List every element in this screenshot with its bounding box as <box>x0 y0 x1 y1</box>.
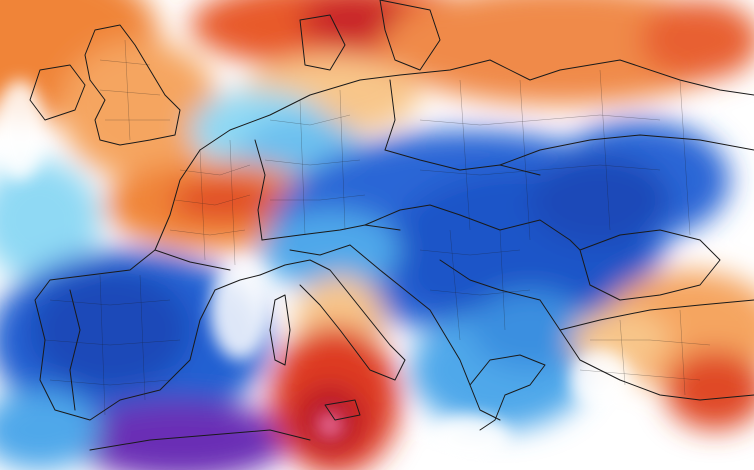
coastline-sicily <box>324 399 361 421</box>
coastline-great-britain <box>84 24 181 146</box>
border-germany-poland <box>384 79 396 151</box>
border-italy-north <box>289 244 351 256</box>
country-borders <box>29 0 754 451</box>
region-lines-germany <box>264 89 366 236</box>
border-ukraine <box>499 134 754 166</box>
region-lines-iberia <box>44 274 181 416</box>
border-romania <box>459 214 581 251</box>
border-spain-portugal <box>69 289 81 411</box>
coastline-ireland <box>29 64 86 121</box>
border-austria-hungary <box>364 204 461 226</box>
coastline-corsica-sardinia <box>269 294 291 366</box>
pink-core-sicily <box>316 411 344 439</box>
very-cold-north-africa <box>70 400 290 470</box>
cool-anomaly-alps <box>260 210 400 290</box>
coastline-sweden <box>379 0 441 71</box>
cool-anomaly-bay-of-biscay <box>0 160 100 280</box>
warm-anomaly-uk <box>60 40 220 180</box>
neutral-zone-balearic <box>210 260 270 360</box>
neutral-zone-anatolia <box>570 350 630 410</box>
border-serbia-bulgaria <box>439 259 561 331</box>
hot-anomaly-east-turkey <box>665 350 754 430</box>
border-spain-france <box>154 249 231 271</box>
neutral-zone-aegean-south <box>430 415 510 465</box>
region-lines-uk <box>99 39 170 141</box>
region-lines-turkey <box>579 309 711 396</box>
region-lines-balkans <box>419 229 531 341</box>
coastline-greece <box>469 354 546 431</box>
region-lines-east <box>419 69 691 241</box>
regional-boundaries <box>44 39 711 416</box>
hot-anomaly-central-france <box>170 180 280 220</box>
border-alps <box>261 224 401 241</box>
coastline-north-continent <box>199 59 754 151</box>
region-lines-france <box>169 139 251 266</box>
coastline-denmark <box>299 14 346 71</box>
coastline-black-sea <box>579 229 721 301</box>
hot-anomaly-denmark <box>300 0 410 45</box>
border-central-east <box>384 149 541 176</box>
border-france-germany <box>254 139 266 241</box>
cool-anomaly-greece <box>470 290 590 370</box>
coastline-turkey <box>559 299 754 401</box>
cold-core-ukraine <box>530 155 670 245</box>
coastline-adriatic <box>349 244 501 421</box>
warm-anomaly-finland <box>640 0 754 80</box>
coastline-north-africa <box>89 429 311 451</box>
coastline-mediterranean-north <box>259 259 406 381</box>
cold-core-spain <box>30 270 190 390</box>
